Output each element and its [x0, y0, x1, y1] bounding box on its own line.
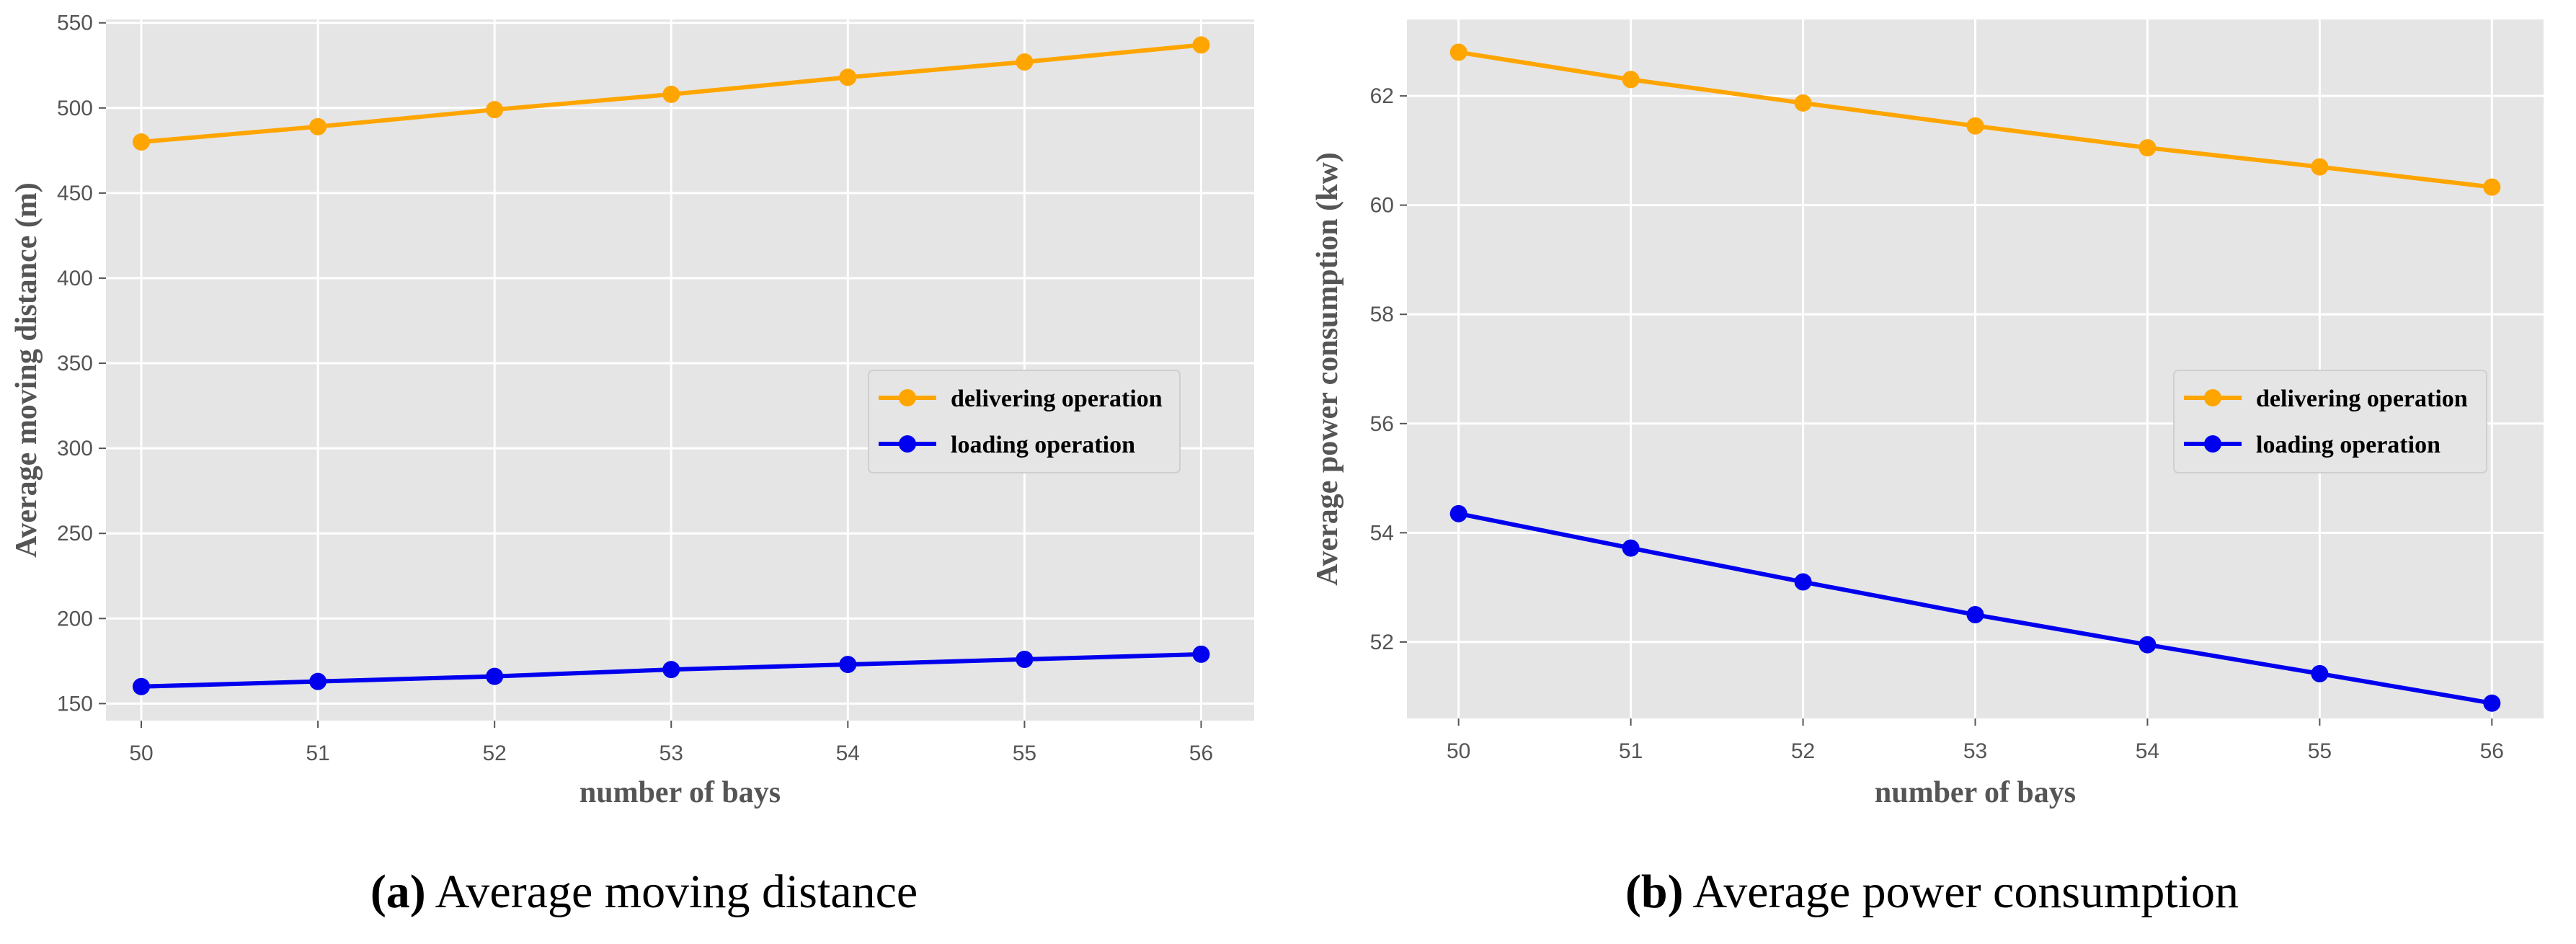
y-tick-label: 350: [57, 352, 93, 375]
moving-distance-chart: 150 200 250 300 350 400 450 500 550 50 51 52 53 54 55 5…: [10, 12, 1254, 809]
x-tick-label: 56: [1189, 742, 1213, 765]
x-tick-label: 54: [836, 742, 860, 765]
series-1-point: [1016, 650, 1034, 668]
series-1-point: [133, 677, 151, 695]
y-tick-label: 300: [57, 437, 93, 460]
series-0-point: [2483, 178, 2501, 196]
y-tick-label: 56: [1370, 412, 1394, 436]
y-tick-label: 400: [57, 267, 93, 290]
y-tick-label: 54: [1370, 521, 1394, 545]
x-axis-title: number of bays: [579, 776, 781, 809]
legend-label-0: delivering operation: [951, 386, 1163, 412]
caption-b: (b) Average power consumption: [1288, 865, 2576, 919]
series-1-point: [309, 672, 327, 690]
caption-b-letter: (b): [1625, 865, 1684, 918]
x-tick-label: 50: [1447, 739, 1470, 763]
y-tick-label: 62: [1370, 84, 1394, 108]
series-1-point: [1966, 606, 1984, 624]
legend-box: [2173, 370, 2487, 473]
series-1-point: [1794, 573, 1812, 591]
caption-b-text: Average power consumption: [1692, 865, 2239, 918]
x-tick-label: 55: [2308, 739, 2332, 763]
x-axis-title: number of bays: [1875, 776, 2076, 809]
series-0-point: [2138, 139, 2157, 157]
power-consumption-chart: 52 54 56 58 60 62 50 51 52 53 54 55 56 number of bays…: [1311, 19, 2544, 809]
x-tick-label: 55: [1013, 742, 1036, 765]
series-1-point: [2138, 636, 2157, 654]
series-0-point: [2311, 158, 2329, 176]
y-axis-title: Average moving distance (m): [10, 182, 43, 558]
series-0-point: [1794, 94, 1812, 112]
x-tick-label: 52: [482, 742, 506, 765]
chart-panel-a: 150 200 250 300 350 400 450 500 550 50 51 52 53 54 55 5…: [0, 12, 1288, 919]
series-1-point: [2483, 694, 2501, 712]
legend-swatch-marker-1: [899, 435, 916, 453]
chart-panel-b: 52 54 56 58 60 62 50 51 52 53 54 55 56 number of bays…: [1288, 0, 2576, 944]
series-1-point: [2311, 664, 2329, 682]
y-tick-label: 450: [57, 182, 93, 205]
caption-a-letter: (a): [370, 865, 426, 918]
legend-label-0: delivering operation: [2256, 386, 2468, 412]
series-0-point: [1192, 36, 1210, 54]
y-tick-label: 550: [57, 12, 93, 35]
x-tick-label: 54: [2136, 739, 2159, 763]
x-tick-label: 53: [659, 742, 683, 765]
caption-a: (a) Average moving distance: [0, 865, 1288, 919]
series-0-point: [662, 85, 680, 103]
series-1-point: [1192, 645, 1210, 663]
x-tick-label: 56: [2480, 739, 2504, 763]
legend-box: [868, 370, 1181, 473]
y-tick-label: 500: [57, 97, 93, 120]
legend-swatch-marker-1: [2204, 435, 2221, 453]
series-1-point: [662, 661, 680, 679]
series-0-point: [1622, 71, 1640, 89]
y-tick-label: 60: [1370, 194, 1394, 218]
x-tick-label: 50: [129, 742, 153, 765]
series-1-point: [1622, 539, 1640, 557]
y-tick-label: 150: [57, 692, 93, 716]
series-0-point: [1966, 117, 1984, 135]
y-tick-label: 52: [1370, 631, 1394, 654]
x-tick-label: 52: [1791, 739, 1815, 763]
series-0-point: [1016, 53, 1034, 71]
x-tick-label: 51: [306, 742, 329, 765]
series-0-point: [839, 68, 857, 86]
legend-swatch-marker-0: [2204, 389, 2221, 406]
legend-label-1: loading operation: [2256, 432, 2440, 458]
y-tick-label: 250: [57, 522, 93, 546]
y-tick-label: 58: [1370, 303, 1394, 326]
legend-swatch-marker-0: [899, 389, 916, 406]
series-1-point: [839, 656, 857, 674]
series-0-point: [309, 117, 327, 135]
series-0-point: [486, 101, 504, 119]
x-tick-label: 53: [1963, 739, 1987, 763]
legend-label-1: loading operation: [951, 432, 1135, 458]
y-axis-title: Average power consumption (kw): [1311, 152, 1344, 586]
series-0-point: [133, 133, 151, 151]
y-tick-label: 200: [57, 607, 93, 631]
x-tick-label: 51: [1619, 739, 1643, 763]
series-0-point: [1449, 43, 1467, 61]
series-1-point: [1449, 504, 1467, 522]
caption-a-text: Average moving distance: [435, 865, 918, 918]
series-1-point: [486, 667, 504, 685]
